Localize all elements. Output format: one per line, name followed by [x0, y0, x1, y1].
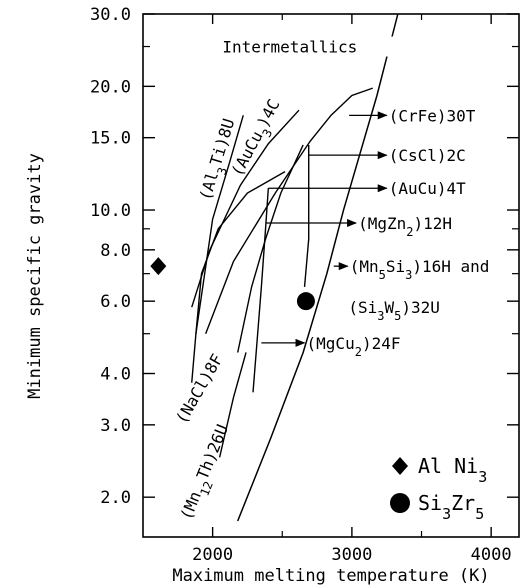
curve-label-group: (Mn12Th)26U: [176, 422, 237, 525]
legend-label: Al Ni3: [418, 454, 487, 486]
y-axis-label: Minimum specific gravity: [25, 153, 45, 399]
annotation-label: (AuCu)4T: [389, 179, 466, 198]
annotation-label: Intermetallics: [222, 38, 357, 57]
curve-line: [195, 115, 244, 334]
y-tick-label: 20.0: [90, 77, 131, 97]
legend: Al Ni3 Si3Zr5: [390, 454, 487, 523]
legend-label: Si3Zr5: [418, 491, 484, 523]
x-tick-label: 2000: [192, 545, 233, 565]
x-tick-label: 3000: [331, 545, 372, 565]
annotation-label: (CsCl)2C: [389, 146, 466, 165]
annotation-label: (CrFe)30T: [389, 106, 476, 125]
curve-line: [218, 352, 247, 458]
y-tick-label: 10.0: [90, 201, 131, 221]
annotation-bg: [220, 36, 401, 57]
curve-line: [303, 144, 310, 287]
curves: [191, 13, 399, 522]
circle-point-si3zr5: [296, 292, 315, 311]
envelope-line: [236, 13, 399, 522]
annotations: (Al3Ti)8U(AuCu3)4C(NaCl)8F(Mn12Th)26UInt…: [172, 36, 490, 525]
y-tick-label: 15.0: [90, 129, 131, 149]
annotation-label: (Si3W5)32U: [348, 298, 440, 323]
legend-circle-marker: [390, 493, 410, 513]
annotation-label: (MgCu2)24F: [307, 334, 401, 359]
x-tick-label: 4000: [471, 545, 512, 565]
curve-label: (NaCl)8F: [172, 351, 227, 427]
curve-label-group: (NaCl)8F: [172, 351, 227, 427]
annotation-label: (Mn5Si3)16H and: [350, 257, 490, 282]
legend-diamond-marker: [392, 457, 408, 475]
axes: 2000 3000 4000 30.0 20.0 15.0 10.0 8.0 6.0 4.0 3.0…: [90, 5, 519, 565]
x-axis-label: Maximum melting temperature (K): [172, 566, 489, 586]
curve-line: [237, 144, 304, 353]
y-tick-label: 6.0: [100, 292, 131, 312]
annotation-label: (MgZn2)12H: [358, 214, 452, 239]
y-tick-label: 2.0: [100, 488, 131, 508]
diamond-point-al-ni3: [150, 257, 167, 276]
y-tick-label: 30.0: [90, 5, 131, 25]
data-points: [150, 257, 315, 311]
plot-frame: [142, 13, 520, 538]
curve-label: (Mn12Th)26U: [176, 422, 237, 525]
y-tick-label: 4.0: [100, 365, 131, 385]
y-tick-label: 8.0: [100, 241, 131, 261]
curve-line: [205, 87, 374, 334]
curve-line: [252, 188, 270, 393]
curve-line: [191, 171, 286, 383]
y-tick-label: 3.0: [100, 416, 131, 436]
